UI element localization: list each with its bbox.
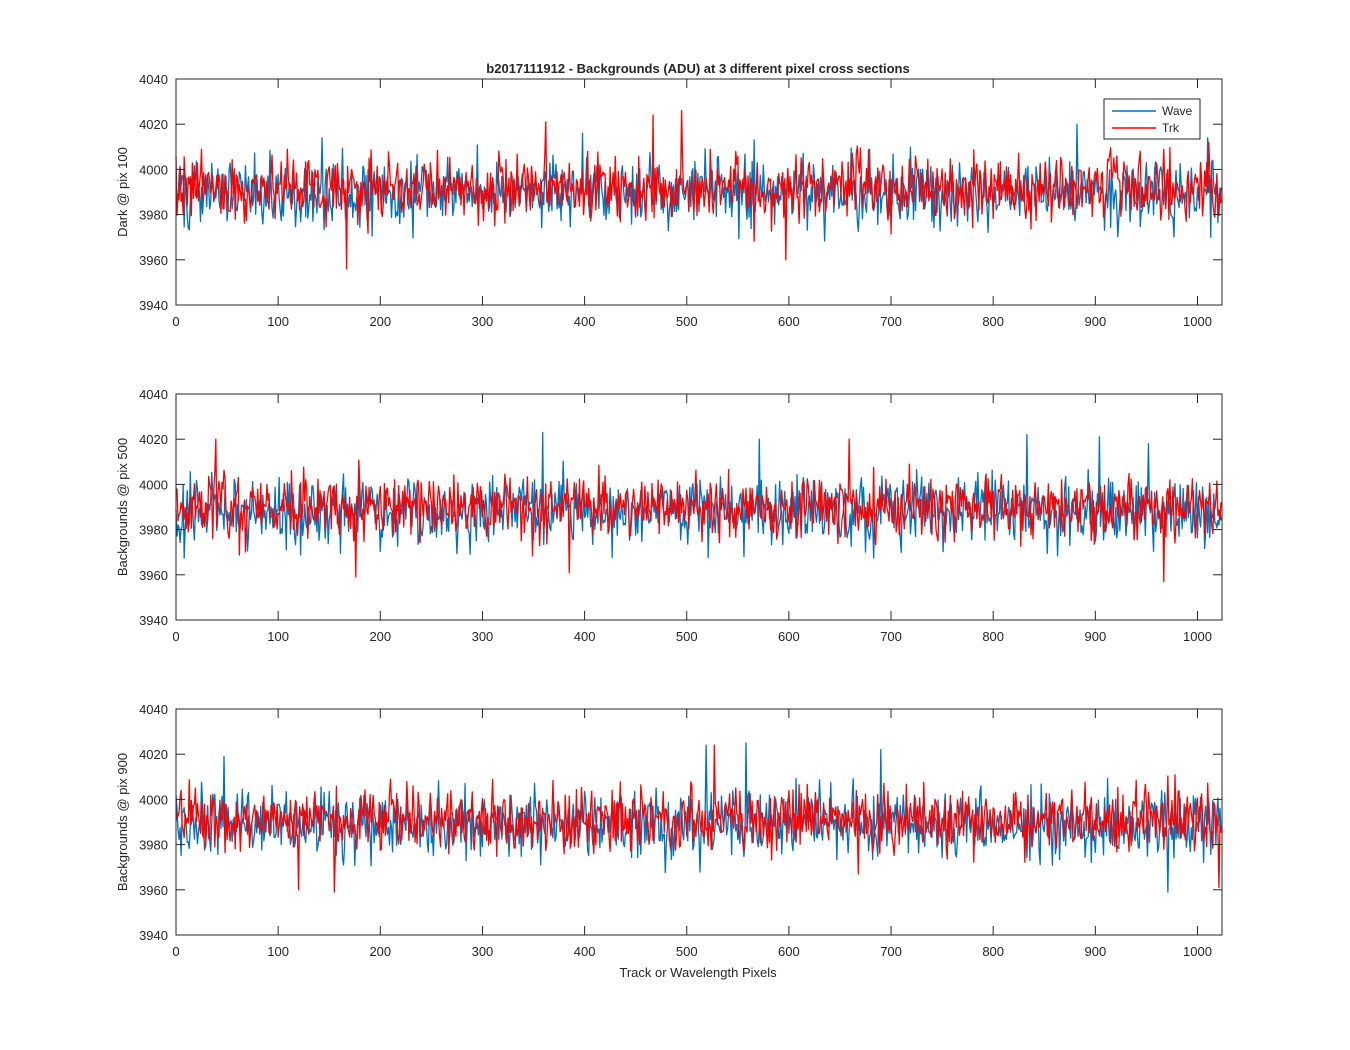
y-tick-label: 3940	[139, 928, 168, 943]
x-tick-label: 400	[574, 944, 596, 959]
x-tick-label: 900	[1084, 314, 1106, 329]
subplot-3: 0 100 200 300 400 500 600 700 800 900 1000 3940 3960…	[115, 702, 1223, 959]
x-tick-label: 0	[172, 629, 179, 644]
x-tick-label: 700	[880, 629, 902, 644]
axes-box	[175, 78, 1223, 306]
x-tick-label: 200	[369, 629, 391, 644]
x-tick-label: 100	[267, 629, 289, 644]
x-tick-label: 1000	[1183, 314, 1212, 329]
x-tick-label: 100	[267, 944, 289, 959]
x-tick-label: 900	[1084, 944, 1106, 959]
y-tick-label: 4000	[139, 162, 168, 177]
subplot-panels: 0 100 200 300 400 500 600 700 800 900 100039403960…	[115, 72, 1223, 959]
x-tick-label: 0	[172, 944, 179, 959]
series-lines	[175, 109, 1222, 270]
legend-box	[1103, 98, 1201, 140]
y-tick-label: 4000	[139, 477, 168, 492]
x-tick-label: 300	[472, 629, 494, 644]
x-tick-label: 500	[676, 944, 698, 959]
x-tick-label: 100	[267, 314, 289, 329]
x-tick-label: 300	[472, 314, 494, 329]
series-lines	[175, 431, 1222, 583]
y-tick-label: 3960	[139, 253, 168, 268]
legend: Wave Trk	[1103, 98, 1201, 140]
y-tick-label: 3960	[139, 568, 168, 583]
series-line-trk	[175, 744, 1222, 893]
x-tick-label: 1000	[1183, 944, 1212, 959]
x-tick-label: 600	[778, 629, 800, 644]
subplot-2: 0 100 200 300 400 500 600 700 800 900 1000 3940 3960…	[115, 387, 1223, 644]
y-tick-label: 3980	[139, 523, 168, 538]
y-tick-label: 3960	[139, 883, 168, 898]
y-axis-title: Dark @ pix 100	[115, 147, 130, 237]
x-tick-label: 900	[1084, 629, 1106, 644]
x-axis-title: Track or Wavelength Pixels	[619, 965, 777, 980]
x-tick-label: 0	[172, 314, 179, 329]
y-axis-title: Backgrounds @ pix 500	[115, 438, 130, 576]
x-tick-label: 400	[574, 629, 596, 644]
y-tick-label: 3940	[139, 613, 168, 628]
y-axis-title: Backgrounds @ pix 900	[115, 753, 130, 891]
x-tick-label: 200	[369, 944, 391, 959]
x-tick-label: 700	[880, 314, 902, 329]
axes-box	[175, 708, 1223, 936]
y-tick-label: 4040	[139, 387, 168, 402]
x-tick-label: 300	[472, 944, 494, 959]
x-tick-label: 600	[778, 314, 800, 329]
series-lines	[175, 742, 1222, 893]
x-tick-label: 1000	[1183, 629, 1212, 644]
series-line-trk	[175, 438, 1222, 583]
y-tick-label: 4020	[139, 432, 168, 447]
legend-label-trk: Trk	[1162, 121, 1180, 135]
y-tick-label: 4040	[139, 702, 168, 717]
x-tick-label: 500	[676, 314, 698, 329]
y-tick-label: 4040	[139, 72, 168, 87]
chart-title: b2017111912 - Backgrounds (ADU) at 3 dif…	[486, 61, 909, 76]
x-tick-label: 400	[574, 314, 596, 329]
legend-label-wave: Wave	[1162, 104, 1193, 118]
x-tick-label: 800	[982, 629, 1004, 644]
axes-box	[175, 393, 1223, 621]
y-tick-label: 4020	[139, 747, 168, 762]
subplot-1: 0 100 200 300 400 500 600 700 800 900 1000 3940 3960…	[115, 72, 1223, 329]
series-line-trk	[175, 109, 1222, 270]
x-tick-label: 800	[982, 314, 1004, 329]
y-tick-label: 4020	[139, 117, 168, 132]
x-tick-label: 700	[880, 944, 902, 959]
x-tick-label: 600	[778, 944, 800, 959]
x-tick-label: 800	[982, 944, 1004, 959]
x-tick-label: 500	[676, 629, 698, 644]
y-tick-label: 3980	[139, 208, 168, 223]
y-tick-label: 3940	[139, 298, 168, 313]
y-tick-label: 4000	[139, 792, 168, 807]
y-tick-label: 3980	[139, 838, 168, 853]
x-tick-label: 200	[369, 314, 391, 329]
